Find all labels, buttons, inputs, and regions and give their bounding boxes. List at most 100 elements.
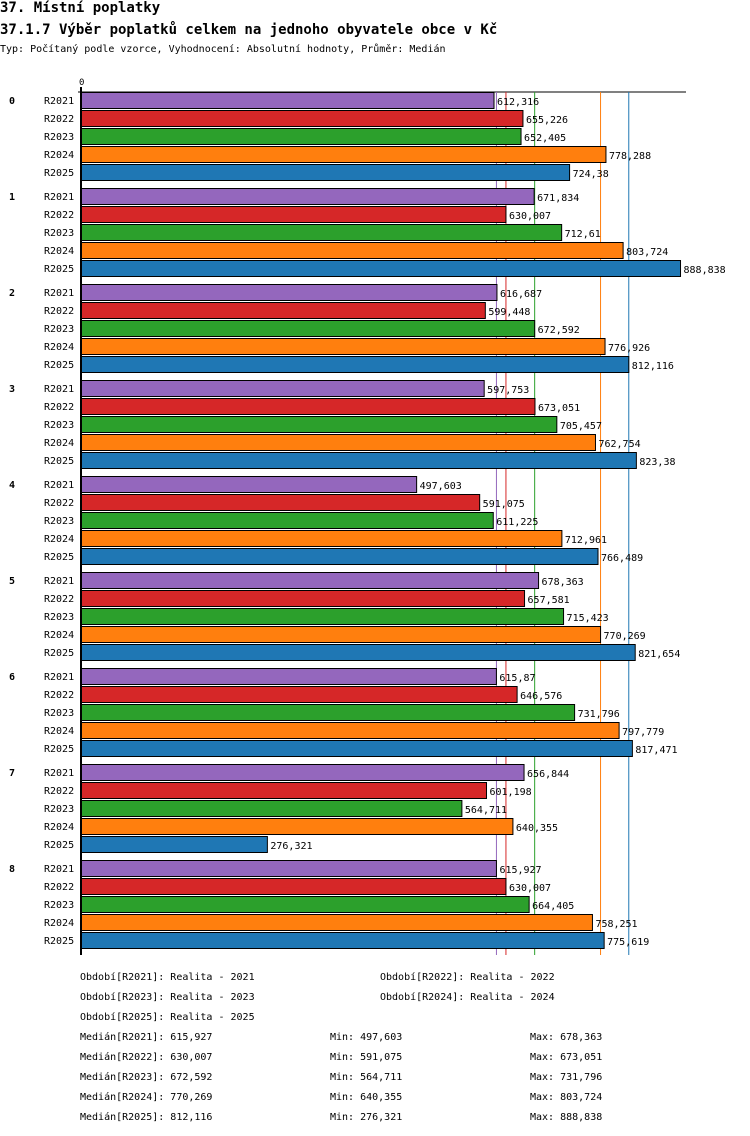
data-label: 601,198 xyxy=(490,787,532,798)
data-label: 758,251 xyxy=(595,919,637,930)
bar xyxy=(80,206,507,223)
series-label: R2023 xyxy=(44,228,74,239)
data-label: 766,489 xyxy=(601,553,643,564)
bar xyxy=(80,590,526,607)
series-label: R2023 xyxy=(44,804,74,815)
bar xyxy=(80,338,606,355)
data-label: 655,226 xyxy=(526,115,568,126)
data-label: 731,796 xyxy=(578,709,620,720)
data-label: 776,926 xyxy=(608,343,650,354)
series-label: R2025 xyxy=(44,360,74,371)
data-label: 591,075 xyxy=(483,499,525,510)
bar xyxy=(80,836,268,853)
data-label: 564,711 xyxy=(465,805,507,816)
series-label: R2021 xyxy=(44,192,74,203)
data-label: 673,051 xyxy=(538,403,580,414)
data-label: 712,61 xyxy=(565,229,601,240)
bar xyxy=(80,242,624,259)
series-label: R2022 xyxy=(44,114,74,125)
category-label: 5 xyxy=(9,576,15,587)
bar xyxy=(80,644,636,661)
bar xyxy=(80,452,637,469)
series-label: R2021 xyxy=(44,576,74,587)
series-label: R2025 xyxy=(44,552,74,563)
data-label: 611,225 xyxy=(496,517,538,528)
chart-title: 37.1.7 Výběr poplatků celkem na jednoho … xyxy=(0,22,498,38)
bar xyxy=(80,188,535,205)
stat-min: Min: 640,355 xyxy=(330,1092,403,1103)
data-label: 646,576 xyxy=(520,691,562,702)
series-label: R2022 xyxy=(44,498,74,509)
data-label: 678,363 xyxy=(542,577,584,588)
data-label: 630,007 xyxy=(509,883,551,894)
series-label: R2025 xyxy=(44,936,74,947)
bar xyxy=(80,398,536,415)
series-label: R2022 xyxy=(44,306,74,317)
category-label: 8 xyxy=(9,864,15,875)
data-label: 888,838 xyxy=(684,265,726,276)
data-label: 597,753 xyxy=(487,385,529,396)
data-label: 616,687 xyxy=(500,289,542,300)
series-label: R2021 xyxy=(44,96,74,107)
bar xyxy=(80,494,481,511)
data-label: 599,448 xyxy=(488,307,530,318)
series-label: R2024 xyxy=(44,150,74,161)
bar xyxy=(80,704,576,721)
category-label: 3 xyxy=(9,384,15,395)
data-label: 615,927 xyxy=(499,865,541,876)
bar xyxy=(80,878,507,895)
bar xyxy=(80,164,571,181)
data-label: 630,007 xyxy=(509,211,551,222)
series-label: R2021 xyxy=(44,864,74,875)
series-label: R2023 xyxy=(44,516,74,527)
bar xyxy=(80,932,605,949)
bar xyxy=(80,668,497,685)
bar xyxy=(80,548,599,565)
series-label: R2023 xyxy=(44,900,74,911)
series-label: R2025 xyxy=(44,840,74,851)
data-label: 770,269 xyxy=(604,631,646,642)
bar xyxy=(80,896,530,913)
stat-max: Max: 888,838 xyxy=(530,1112,603,1123)
series-label: R2024 xyxy=(44,342,74,353)
bar xyxy=(80,512,494,529)
bar xyxy=(80,434,596,451)
series-label: R2023 xyxy=(44,612,74,623)
series-label: R2024 xyxy=(44,726,74,737)
bar xyxy=(80,284,498,301)
legend-r2025: Období[R2025]: Realita - 2025 xyxy=(80,1012,255,1023)
bar xyxy=(80,800,463,817)
data-label: 762,754 xyxy=(598,439,640,450)
category-label: 0 xyxy=(9,96,15,107)
data-label: 775,619 xyxy=(607,937,649,948)
category-label: 2 xyxy=(9,288,15,299)
stat-max: Max: 673,051 xyxy=(530,1052,603,1063)
bar xyxy=(80,146,607,163)
data-label: 778,288 xyxy=(609,151,651,162)
data-label: 797,779 xyxy=(622,727,664,738)
bar xyxy=(80,356,630,373)
series-label: R2022 xyxy=(44,594,74,605)
bar xyxy=(80,860,497,877)
stat-min: Min: 591,075 xyxy=(330,1052,403,1063)
data-label: 803,724 xyxy=(626,247,668,258)
data-label: 657,581 xyxy=(528,595,570,606)
data-label: 705,457 xyxy=(560,421,602,432)
series-label: R2021 xyxy=(44,480,74,491)
data-label: 724,38 xyxy=(573,169,609,180)
data-label: 671,834 xyxy=(537,193,579,204)
data-label: 652,405 xyxy=(524,133,566,144)
series-label: R2024 xyxy=(44,918,74,929)
data-label: 276,321 xyxy=(270,841,312,852)
stat-max: Max: 731,796 xyxy=(530,1072,603,1083)
series-label: R2023 xyxy=(44,420,74,431)
series-label: R2022 xyxy=(44,882,74,893)
series-label: R2025 xyxy=(44,456,74,467)
bar xyxy=(80,380,485,397)
series-label: R2021 xyxy=(44,768,74,779)
data-label: 812,116 xyxy=(632,361,674,372)
series-label: R2022 xyxy=(44,402,74,413)
bar xyxy=(80,914,593,931)
data-label: 615,87 xyxy=(499,673,535,684)
